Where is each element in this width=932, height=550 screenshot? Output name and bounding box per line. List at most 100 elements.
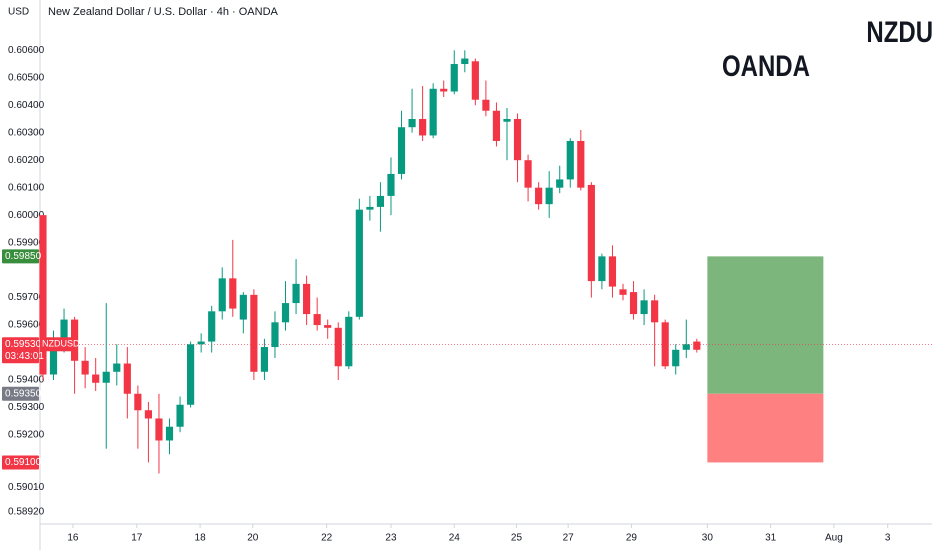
candle-body (144, 410, 153, 419)
candle-body (334, 327, 342, 367)
candle-body (155, 418, 163, 441)
candle-body (229, 278, 237, 309)
candle-body (651, 300, 659, 323)
candle-body (619, 289, 627, 295)
x-tick-label: 3 (885, 533, 891, 544)
x-tick-label: 18 (195, 533, 207, 544)
candle-body (39, 215, 47, 375)
currency-label: USD (8, 7, 29, 18)
y-tick-label: 0.60500 (8, 72, 45, 83)
candle-body (60, 319, 68, 339)
y-tick-label: 0.59700 (8, 292, 45, 303)
symbol-badge (40, 337, 72, 352)
candle-body (165, 426, 174, 441)
y-tick-label: 0.59300 (8, 402, 45, 413)
x-tick-label: 22 (321, 533, 333, 544)
countdown: 03:43:01 (5, 351, 44, 362)
candle-body (92, 374, 100, 383)
x-tick-label: 20 (247, 533, 259, 544)
candle-body (271, 322, 279, 348)
candle-body (535, 187, 543, 205)
candle-body (682, 344, 690, 350)
candle-body (482, 99, 490, 111)
candle-body (672, 349, 680, 367)
price-badge (2, 249, 39, 264)
candle-body (513, 118, 522, 161)
candle-body (176, 404, 184, 427)
candle-body (49, 338, 58, 375)
candle-body (123, 363, 131, 394)
candle-body (566, 140, 574, 180)
symbol-label: NZDUSD (42, 339, 80, 349)
candle-body (303, 283, 311, 315)
candle-body (587, 184, 595, 282)
x-tick-label: 23 (385, 533, 397, 544)
x-tick-label: 17 (131, 533, 143, 544)
candle-body (419, 118, 427, 136)
candle-body (598, 256, 606, 282)
y-tick-label: 0.60600 (8, 45, 45, 56)
annotation: NZDUSD (866, 14, 932, 48)
y-tick-label: 0.60400 (8, 100, 45, 111)
candle-body (355, 209, 363, 317)
y-tick-label: 0.59200 (8, 430, 45, 441)
candle-body (492, 110, 501, 141)
y-tick-label: 0.59900 (8, 237, 45, 248)
price-badge-label: 0.59100 (5, 457, 42, 468)
y-tick-label: 0.58920 (8, 507, 45, 518)
candle-body (260, 347, 269, 372)
price-badge (2, 455, 39, 470)
candle-body (250, 294, 258, 372)
annotation: OANDA (722, 48, 810, 82)
candle-body (661, 322, 669, 367)
y-tick-label: 0.59010 (8, 482, 45, 493)
candle-body (471, 61, 479, 100)
candle-body (545, 187, 553, 205)
current-price-label: 0.59530 (5, 339, 42, 350)
candle-body (503, 118, 511, 122)
y-tick-label: 0.60100 (8, 182, 45, 193)
candle-body (556, 179, 564, 188)
candle-body (366, 206, 374, 210)
current-price-badge (2, 337, 39, 364)
y-tick-label: 0.60200 (8, 155, 45, 166)
x-tick-label: 16 (67, 533, 79, 544)
x-tick-label: 31 (765, 533, 777, 544)
profit-zone (707, 256, 824, 394)
price-badge (2, 386, 39, 401)
x-tick-label: 29 (626, 533, 638, 544)
price-badge-label: 0.59850 (5, 251, 42, 262)
candle-body (345, 316, 353, 367)
x-tick-label: Aug (825, 533, 843, 544)
y-tick-label: 0.60300 (8, 127, 45, 138)
candle-body (313, 314, 321, 326)
x-tick-label: 24 (449, 533, 461, 544)
candle-body (197, 341, 205, 345)
x-tick-label: 30 (702, 533, 714, 544)
candle-body (461, 58, 469, 65)
y-tick-label: 0.59400 (8, 375, 45, 386)
candle-body (577, 140, 585, 188)
candle-body (208, 311, 216, 342)
candle-body (292, 283, 300, 304)
candle-body (239, 294, 247, 320)
candle-body (693, 341, 701, 350)
y-tick-label: 0.60000 (8, 210, 45, 221)
x-tick-label: 27 (563, 533, 575, 544)
candle-body (429, 88, 437, 136)
candle-body (629, 292, 638, 315)
candle-body (450, 64, 458, 92)
candle-body (134, 393, 142, 411)
candle-body (102, 371, 110, 383)
chart-title: New Zealand Dollar / U.S. Dollar · 4h · … (48, 6, 279, 18)
candle-body (324, 325, 332, 328)
x-tick-label: 25 (511, 533, 523, 544)
candle-body (218, 278, 226, 312)
candle-body (387, 173, 395, 196)
candle-body (113, 363, 121, 372)
candle-body (408, 118, 416, 128)
loss-zone (707, 393, 824, 463)
candle-body (524, 160, 532, 188)
y-tick-label: 0.59600 (8, 320, 45, 331)
